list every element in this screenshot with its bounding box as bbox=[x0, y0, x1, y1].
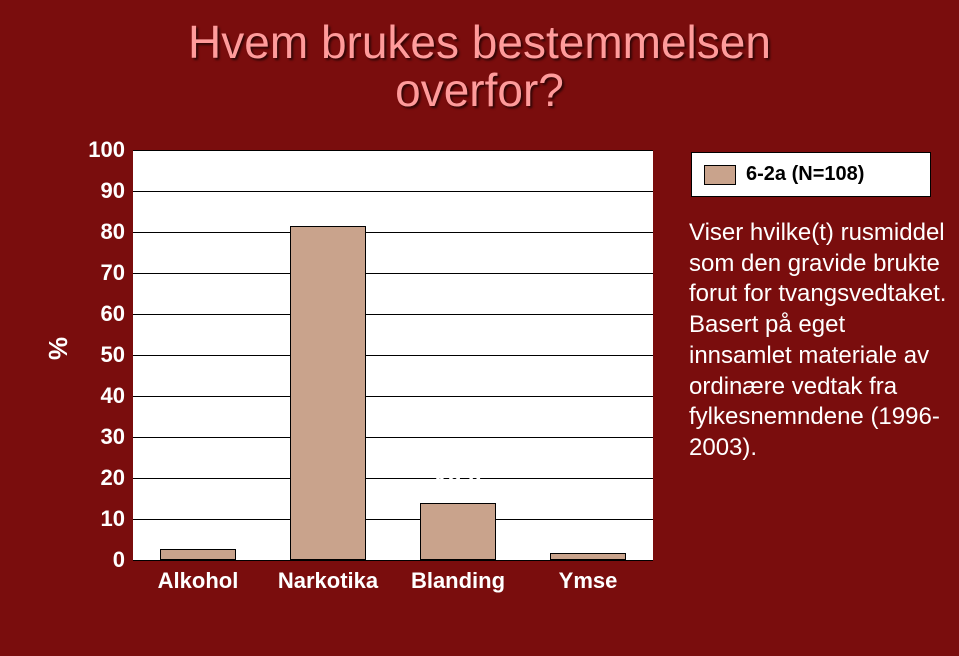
gridline bbox=[133, 232, 653, 233]
title-line-1: Hvem brukes bestemmelsen bbox=[188, 16, 771, 68]
bar-value-label: 1,8 bbox=[571, 521, 604, 549]
legend: 6-2a (N=108) bbox=[691, 152, 931, 197]
y-tick: 0 bbox=[75, 547, 125, 573]
bar-value-label: 2,7 bbox=[181, 517, 214, 545]
x-tick: Narkotika bbox=[278, 568, 378, 594]
y-tick: 10 bbox=[75, 506, 125, 532]
gridline bbox=[133, 437, 653, 438]
gridline bbox=[133, 273, 653, 274]
bar-chart: % 0102030405060708090100 2,7Alkohol81,5N… bbox=[35, 150, 675, 620]
y-tick: 90 bbox=[75, 178, 125, 204]
y-tick: 70 bbox=[75, 260, 125, 286]
bar bbox=[550, 553, 625, 560]
slide-title: Hvem brukes bestemmelsen overfor? bbox=[0, 0, 959, 115]
x-tick: Ymse bbox=[559, 568, 618, 594]
title-line-2: overfor? bbox=[395, 64, 564, 116]
y-ticks: 0102030405060708090100 bbox=[75, 150, 125, 560]
y-tick: 30 bbox=[75, 424, 125, 450]
gridline bbox=[133, 191, 653, 192]
gridline bbox=[133, 355, 653, 356]
gridline bbox=[133, 150, 653, 151]
caption-text: Viser hvilke(t) rusmiddel som den gravid… bbox=[689, 218, 949, 464]
x-tick: Alkohol bbox=[158, 568, 239, 594]
y-tick: 80 bbox=[75, 219, 125, 245]
y-axis-label: % bbox=[43, 337, 74, 360]
legend-swatch bbox=[704, 165, 736, 185]
slide: Hvem brukes bestemmelsen overfor? % 0 10 2… bbox=[0, 0, 959, 656]
y-tick: 50 bbox=[75, 342, 125, 368]
gridline bbox=[133, 478, 653, 479]
x-tick: Blanding bbox=[411, 568, 505, 594]
y-tick: 100 bbox=[75, 137, 125, 163]
y-tick: 20 bbox=[75, 465, 125, 491]
bar-value-label: 81,5 bbox=[305, 194, 352, 222]
bar bbox=[420, 503, 495, 560]
y-tick: 60 bbox=[75, 301, 125, 327]
bar bbox=[290, 226, 365, 560]
gridline bbox=[133, 560, 653, 561]
y-tick: 40 bbox=[75, 383, 125, 409]
gridline bbox=[133, 314, 653, 315]
plot-area bbox=[133, 150, 653, 560]
bar bbox=[160, 549, 235, 560]
gridline bbox=[133, 396, 653, 397]
legend-label: 6-2a (N=108) bbox=[746, 163, 864, 186]
bar-value-label: 13,8 bbox=[435, 471, 482, 499]
